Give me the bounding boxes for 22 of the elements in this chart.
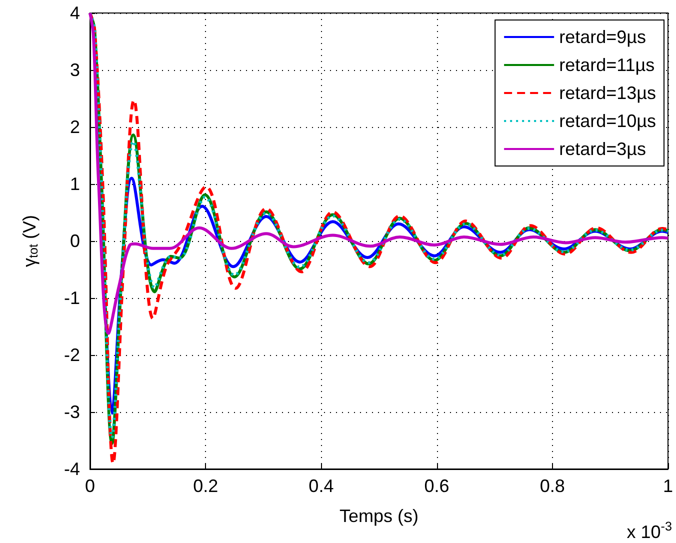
legend-label: retard=10µs [559, 111, 656, 131]
y-tick-label: -1 [64, 288, 80, 308]
x-tick-label: 0.4 [308, 476, 334, 496]
x-tick-label: 0 [84, 476, 96, 496]
y-tick-label: 1 [70, 174, 80, 194]
y-tick-label: 3 [70, 60, 80, 80]
legend-label: retard=3µs [559, 139, 646, 159]
x-axis-title: Temps (s) [339, 506, 419, 526]
y-axis-title: γtot (V) [19, 215, 40, 267]
y-tick-label: 2 [70, 117, 80, 137]
y-tick-label: 4 [70, 3, 80, 23]
y-tick-label: -3 [64, 402, 80, 422]
y-tick-label: 0 [70, 231, 80, 251]
legend-label: retard=9µs [559, 27, 646, 47]
x-tick-label: 0.2 [193, 476, 218, 496]
y-tick-label: -4 [64, 459, 80, 479]
x-tick-label: 0.8 [540, 476, 565, 496]
y-tick-label: -2 [64, 345, 80, 365]
x-tick-label: 1 [662, 476, 673, 496]
x-tick-label: 0.6 [424, 476, 450, 496]
legend-label: retard=11µs [559, 55, 655, 75]
legend-label: retard=13µs [559, 83, 656, 103]
